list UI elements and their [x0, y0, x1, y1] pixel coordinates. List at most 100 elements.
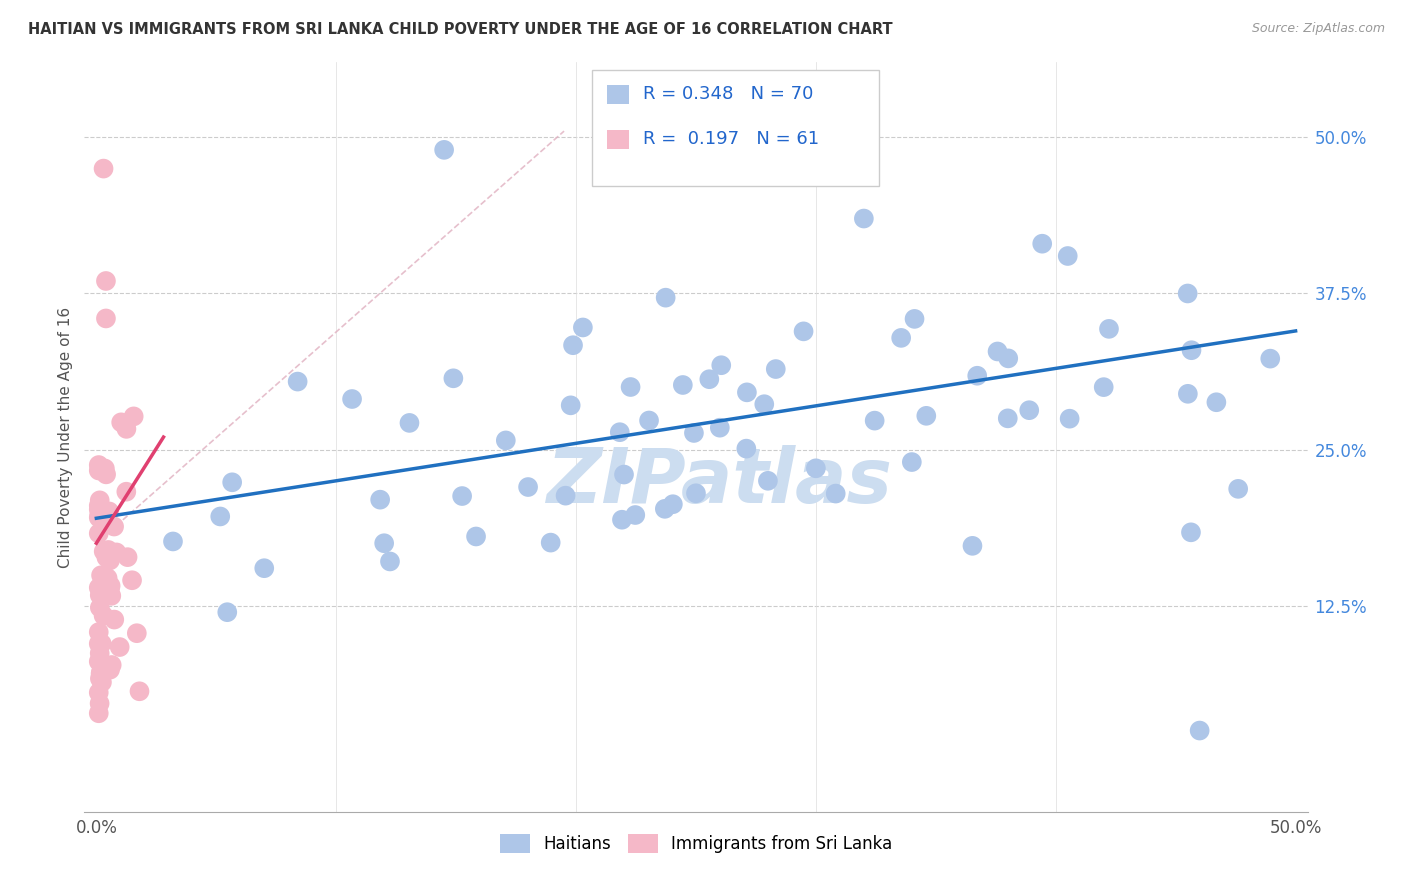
Point	[89, 672, 111, 686]
Point	[121, 573, 143, 587]
Point	[87, 499, 110, 513]
Point	[87, 526, 110, 541]
Point	[87, 655, 110, 669]
Point	[609, 425, 631, 440]
Point	[1031, 236, 1053, 251]
Point	[87, 581, 110, 595]
Point	[378, 554, 401, 568]
Point	[100, 658, 122, 673]
Point	[1098, 322, 1121, 336]
Point	[1258, 351, 1281, 366]
Point	[93, 161, 115, 176]
Point	[128, 684, 150, 698]
Point	[572, 320, 595, 334]
Point	[654, 291, 676, 305]
Point	[287, 375, 309, 389]
Point	[368, 492, 391, 507]
Text: R =  0.197   N = 61: R = 0.197 N = 61	[644, 130, 820, 148]
Point	[221, 475, 243, 490]
Point	[110, 415, 132, 429]
Point	[638, 413, 661, 427]
Point	[87, 458, 110, 472]
Point	[115, 422, 138, 436]
Point	[662, 497, 685, 511]
Point	[93, 513, 115, 527]
Point	[89, 493, 111, 508]
Bar	[606, 85, 628, 103]
Point	[90, 666, 112, 681]
Point	[90, 568, 112, 582]
Point	[562, 338, 585, 352]
Point	[765, 362, 787, 376]
Point	[517, 480, 540, 494]
Point	[122, 409, 145, 424]
Point	[125, 626, 148, 640]
Point	[1180, 343, 1202, 358]
Point	[108, 640, 131, 654]
Point	[986, 344, 1008, 359]
Point	[1205, 395, 1227, 409]
Point	[451, 489, 474, 503]
Point	[162, 534, 184, 549]
Point	[97, 543, 120, 558]
Point	[103, 519, 125, 533]
Point	[709, 420, 731, 434]
Point	[98, 581, 121, 595]
Point	[1018, 403, 1040, 417]
Point	[87, 625, 110, 640]
Point	[793, 324, 815, 338]
Point	[93, 608, 115, 623]
Point	[697, 372, 720, 386]
Bar	[606, 129, 628, 149]
Point	[619, 380, 641, 394]
Point	[997, 411, 1019, 425]
Point	[1177, 386, 1199, 401]
Point	[433, 143, 456, 157]
Point	[97, 571, 120, 585]
Point	[93, 544, 115, 558]
Point	[852, 211, 875, 226]
Point	[966, 368, 988, 383]
Point	[824, 486, 846, 500]
Point	[89, 600, 111, 615]
Point	[672, 378, 695, 392]
Point	[97, 586, 120, 600]
Text: R = 0.348   N = 70: R = 0.348 N = 70	[644, 86, 814, 103]
Point	[94, 311, 117, 326]
Y-axis label: Child Poverty Under the Age of 16: Child Poverty Under the Age of 16	[58, 307, 73, 567]
Point	[756, 474, 779, 488]
Point	[997, 351, 1019, 366]
Point	[87, 637, 110, 651]
Point	[654, 501, 676, 516]
Point	[540, 535, 562, 549]
Point	[890, 331, 912, 345]
Point	[98, 663, 121, 677]
Point	[441, 371, 464, 385]
Text: ZIPatlas: ZIPatlas	[547, 445, 893, 519]
Point	[94, 571, 117, 585]
Point	[94, 467, 117, 482]
Point	[754, 397, 776, 411]
Point	[373, 536, 395, 550]
Point	[1059, 411, 1081, 425]
Point	[87, 706, 110, 721]
Point	[1056, 249, 1078, 263]
Point	[735, 442, 758, 456]
Point	[94, 274, 117, 288]
Point	[1180, 525, 1202, 540]
Point	[398, 416, 420, 430]
Point	[90, 657, 112, 671]
Point	[465, 529, 488, 543]
Point	[1227, 482, 1250, 496]
Point	[217, 605, 239, 619]
Point	[735, 385, 758, 400]
Text: HAITIAN VS IMMIGRANTS FROM SRI LANKA CHILD POVERTY UNDER THE AGE OF 16 CORRELATI: HAITIAN VS IMMIGRANTS FROM SRI LANKA CHI…	[28, 22, 893, 37]
Text: Source: ZipAtlas.com: Source: ZipAtlas.com	[1251, 22, 1385, 36]
Point	[98, 504, 121, 518]
Point	[101, 547, 124, 561]
Point	[90, 636, 112, 650]
Point	[710, 358, 733, 372]
Point	[901, 455, 924, 469]
Point	[209, 509, 232, 524]
Point	[804, 461, 827, 475]
